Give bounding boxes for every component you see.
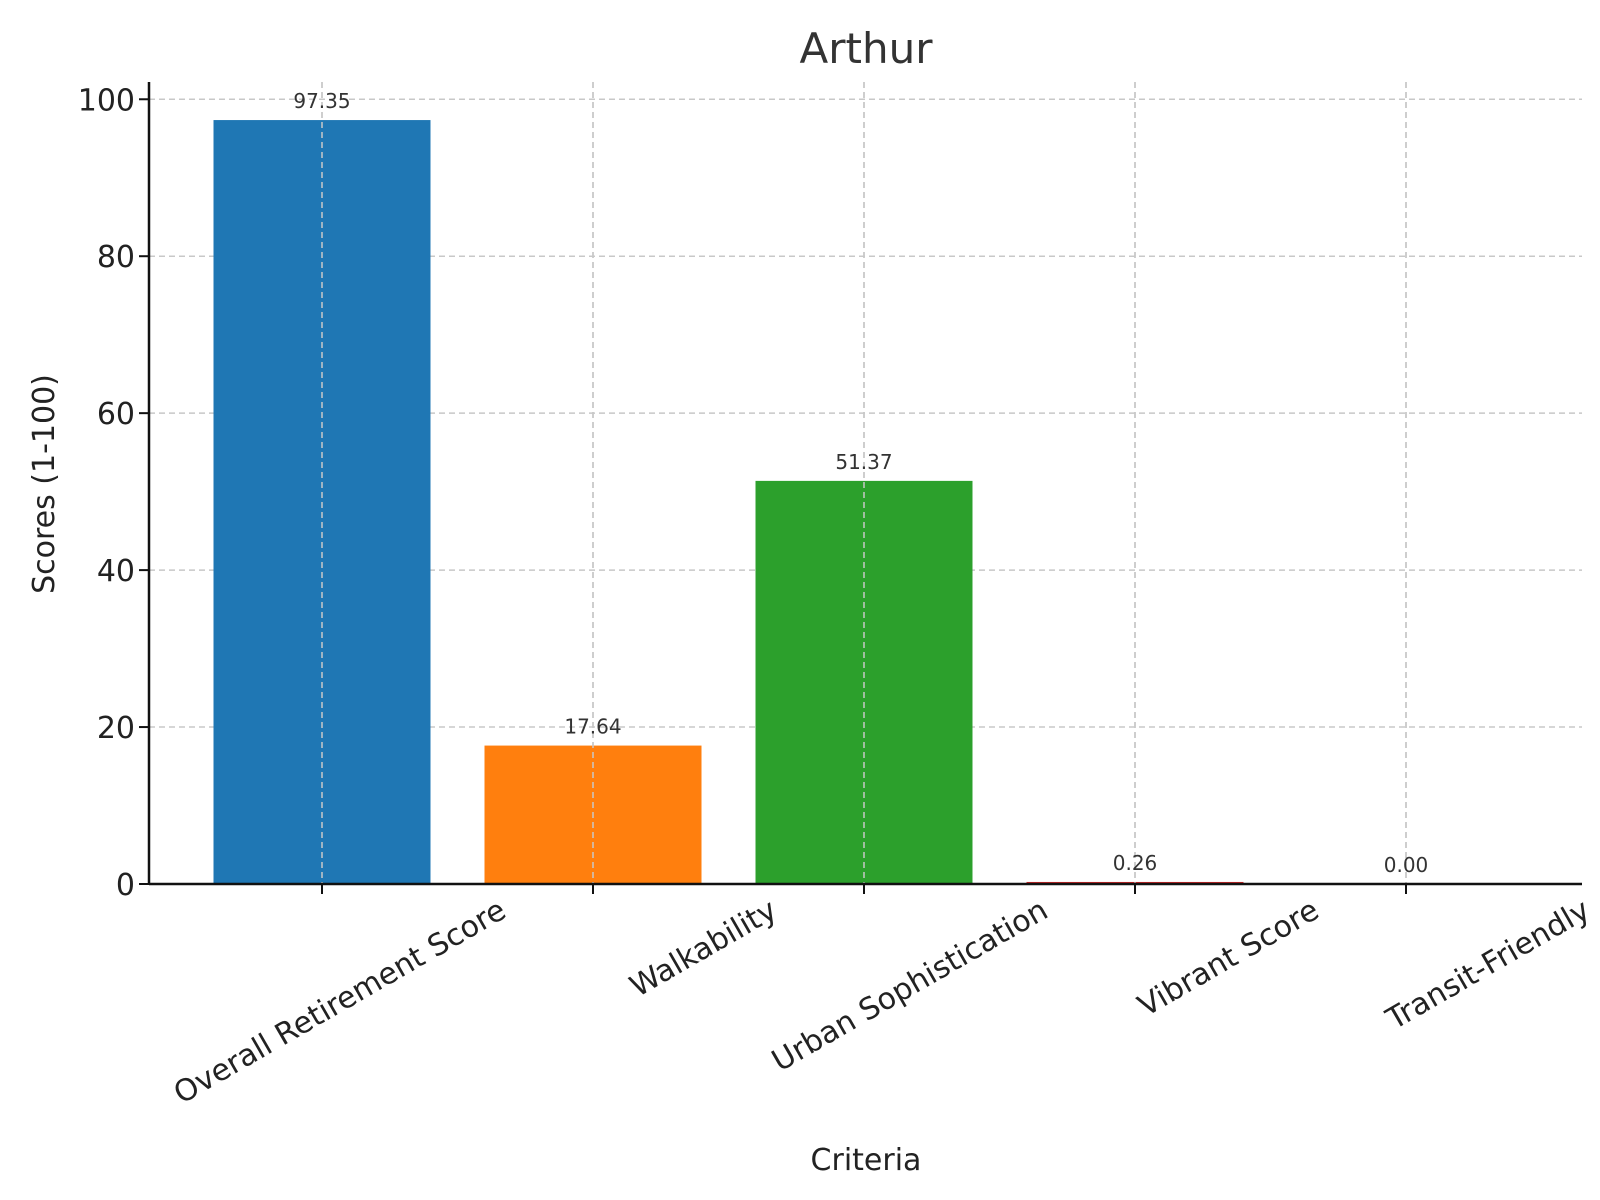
x-ticks: Overall Retirement Score WalkabilityUrban… bbox=[168, 884, 1596, 1111]
chart-title: Arthur bbox=[800, 24, 934, 73]
y-tick-label: 40 bbox=[97, 554, 135, 589]
x-tick-label: Urban Sophistication bbox=[766, 893, 1054, 1079]
y-ticks: 0 20 40 60 80 100 bbox=[78, 83, 149, 903]
bars bbox=[213, 82, 1407, 884]
value-labels: 97.35 17.64 51.37 0.26 0.00 bbox=[293, 89, 1428, 877]
axes bbox=[147, 82, 1582, 886]
y-tick-label: 100 bbox=[78, 83, 135, 118]
y-tick-label: 0 bbox=[116, 868, 135, 903]
y-tick-label: 80 bbox=[97, 240, 135, 275]
x-tick-label: Walkability bbox=[624, 893, 783, 1005]
x-tick-label: Transit-Friendly bbox=[1380, 893, 1596, 1038]
y-tick-label: 60 bbox=[97, 397, 135, 432]
y-tick-label: 20 bbox=[97, 711, 135, 746]
x-axis-label: Criteria bbox=[811, 1143, 922, 1178]
x-tick-label: Overall Retirement Score bbox=[168, 893, 512, 1112]
bar-value-label: 0.00 bbox=[1384, 853, 1429, 877]
bar-value-label: 0.26 bbox=[1113, 851, 1158, 875]
x-tick-label: Vibrant Score bbox=[1132, 893, 1325, 1024]
bar-value-label: 51.37 bbox=[835, 450, 892, 474]
bar-value-label: 97.35 bbox=[293, 89, 350, 113]
y-axis-label: Scores (1-100) bbox=[27, 374, 62, 594]
bar-value-label: 17.64 bbox=[564, 715, 621, 739]
